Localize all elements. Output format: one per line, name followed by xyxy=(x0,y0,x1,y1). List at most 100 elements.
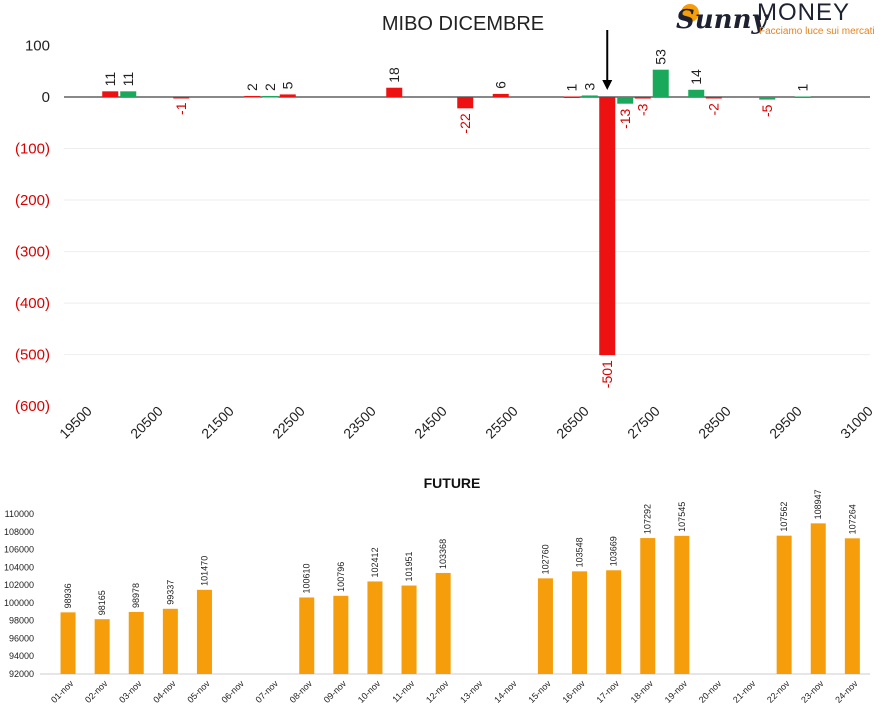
bottom-data-label: 98165 xyxy=(97,590,107,615)
bottom-x-tick-label: 05-nov xyxy=(185,678,212,705)
top-x-tick-label: 28500 xyxy=(695,403,734,442)
bottom-data-label: 103669 xyxy=(609,536,619,566)
top-y-tick-label: 0 xyxy=(42,89,50,106)
arrow-down-icon xyxy=(602,80,613,90)
top-data-label: 14 xyxy=(688,69,704,85)
bottom-data-label: 107264 xyxy=(847,504,857,534)
top-data-label: 11 xyxy=(102,72,118,87)
bottom-y-tick-label: 110000 xyxy=(5,509,34,519)
bottom-bar xyxy=(435,572,451,674)
top-data-label: 11 xyxy=(120,72,136,87)
bottom-y-tick-label: 94000 xyxy=(9,651,34,661)
bottom-x-tick-label: 20-nov xyxy=(697,678,724,705)
top-x-tick-label: 31000 xyxy=(837,403,876,442)
bottom-data-label: 100610 xyxy=(302,563,312,593)
bottom-y-tick-label: 108000 xyxy=(4,527,34,537)
bottom-x-tick-label: 13-nov xyxy=(458,678,485,705)
bottom-y-tick-label: 106000 xyxy=(4,545,34,555)
bottom-x-tick-label: 14-nov xyxy=(492,678,519,705)
top-data-label: -2 xyxy=(706,103,722,116)
bottom-y-tick-label: 102000 xyxy=(4,580,34,590)
top-data-label: 18 xyxy=(386,67,402,83)
top-y-tick-label: (100) xyxy=(15,141,50,158)
logo-tagline: Facciamo luce sui mercati xyxy=(759,26,875,37)
top-bar-green xyxy=(759,97,776,100)
bottom-data-label: 101951 xyxy=(404,551,414,581)
top-x-tick-label: 29500 xyxy=(766,403,805,442)
top-x-tick-label: 23500 xyxy=(340,403,379,442)
bottom-x-tick-label: 06-nov xyxy=(219,678,246,705)
top-y-tick-label: (600) xyxy=(15,398,50,415)
bottom-data-label: 101470 xyxy=(199,556,209,586)
bottom-x-tick-label: 02-nov xyxy=(83,678,110,705)
bottom-y-tick-label: 104000 xyxy=(4,562,34,572)
bottom-x-tick-label: 04-nov xyxy=(151,678,178,705)
top-data-label: 1 xyxy=(564,83,580,91)
top-x-tick-label: 25500 xyxy=(482,403,521,442)
bottom-x-tick-label: 10-nov xyxy=(356,678,383,705)
bottom-data-label: 107292 xyxy=(643,504,653,534)
top-data-label: -3 xyxy=(635,103,651,116)
bottom-bar xyxy=(299,597,315,674)
bottom-x-tick-label: 09-nov xyxy=(322,678,349,705)
bottom-x-tick-label: 12-nov xyxy=(424,678,451,705)
top-bar-green xyxy=(581,95,598,97)
top-x-tick-label: 20500 xyxy=(127,403,166,442)
bottom-bar xyxy=(537,578,553,674)
top-data-label: 3 xyxy=(582,82,598,90)
top-bar-red xyxy=(705,97,722,99)
bottom-data-label: 102412 xyxy=(370,547,380,577)
bottom-x-tick-label: 23-nov xyxy=(799,678,826,705)
top-bar-green xyxy=(688,89,705,97)
top-data-label: 2 xyxy=(244,83,260,91)
bottom-data-label: 98936 xyxy=(63,583,73,608)
bottom-bar xyxy=(196,589,212,674)
bottom-y-tick-label: 96000 xyxy=(9,633,34,643)
bottom-bar xyxy=(367,581,383,674)
bottom-x-tick-label: 22-nov xyxy=(765,678,792,705)
top-bar-red xyxy=(173,97,190,99)
bottom-bar xyxy=(401,585,417,674)
top-y-tick-label: (400) xyxy=(15,295,50,312)
top-x-tick-label: 26500 xyxy=(553,403,592,442)
bottom-data-label: 107545 xyxy=(677,502,687,532)
top-bar-red xyxy=(492,93,509,97)
bottom-x-tick-label: 21-nov xyxy=(731,678,758,705)
top-x-tick-label: 24500 xyxy=(411,403,450,442)
top-bar-red xyxy=(599,97,616,356)
top-bar-red xyxy=(244,95,261,98)
bottom-x-tick-label: 11-nov xyxy=(390,678,416,704)
bottom-data-label: 102760 xyxy=(540,544,550,574)
bottom-data-label: 103368 xyxy=(438,539,448,569)
top-data-label: 1 xyxy=(795,83,811,91)
top-bar-red xyxy=(279,94,296,97)
bottom-data-label: 98978 xyxy=(131,583,141,608)
bottom-bar xyxy=(572,571,588,674)
bottom-y-tick-label: 100000 xyxy=(4,598,34,608)
top-bar-red xyxy=(563,96,580,98)
top-x-tick-label: 21500 xyxy=(198,403,237,442)
bottom-bar xyxy=(60,612,76,674)
bottom-data-label: 107562 xyxy=(779,502,789,532)
top-y-tick-label: (200) xyxy=(15,192,50,209)
top-data-label: -501 xyxy=(599,360,615,388)
bottom-x-tick-label: 03-nov xyxy=(117,678,144,705)
sun-icon xyxy=(681,4,699,22)
top-data-label: -5 xyxy=(759,104,775,117)
top-bar-green xyxy=(652,69,669,97)
bottom-bar xyxy=(810,523,826,674)
bottom-x-tick-label: 19-nov xyxy=(663,678,690,705)
bottom-x-tick-label: 08-nov xyxy=(288,678,315,705)
top-y-tick-label: 100 xyxy=(25,37,50,54)
top-bar-red xyxy=(634,97,651,99)
bottom-y-tick-label: 92000 xyxy=(9,669,34,679)
bottom-x-tick-label: 01-nov xyxy=(49,678,76,705)
bottom-x-tick-label: 16-nov xyxy=(560,678,587,705)
logo-sunny-text: Sunny xyxy=(676,5,768,35)
top-data-label: 53 xyxy=(653,49,669,65)
top-bar-green xyxy=(617,97,634,104)
top-data-label: -13 xyxy=(617,108,633,128)
top-chart-title: MIBO DICEMBRE xyxy=(382,13,544,35)
